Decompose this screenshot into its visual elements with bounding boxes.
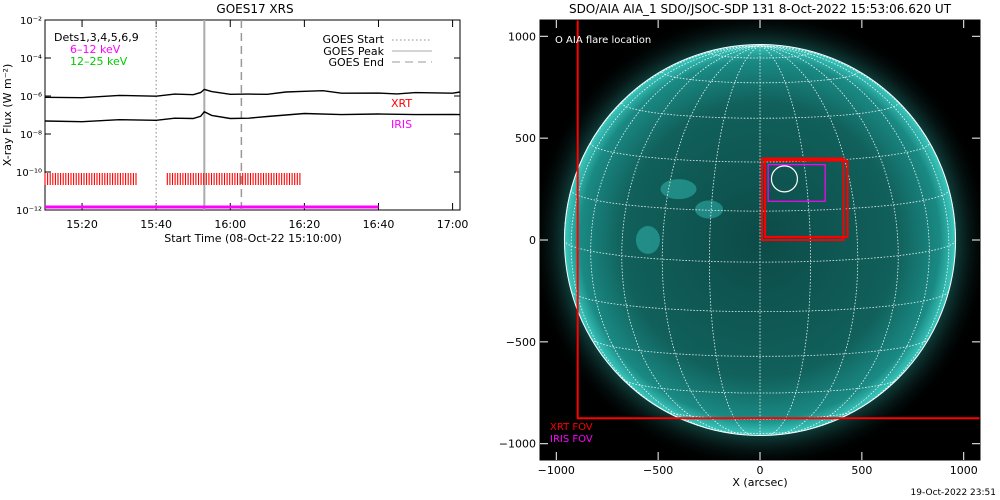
goes-x-tick-label: 17:00	[437, 218, 469, 231]
goes-xrs-panel: GOES17 XRS 10⁻¹² 10⁻¹⁰ 10⁻⁸ 10⁻⁶ 10⁻⁴ 10⁻² 15…	[1, 2, 468, 245]
aia-flare-legend: O AIA flare location	[555, 35, 651, 46]
aia-x-tick-label: −1000	[538, 464, 575, 477]
goes-y-tick-label: 10⁻¹⁰	[16, 168, 42, 179]
grid-line	[714, 429, 806, 434]
grid-line	[661, 71, 859, 84]
xrt-fov-label: XRT FOV	[550, 422, 593, 433]
goes-end-legend-label: GOES End	[328, 56, 384, 69]
fov-boxes	[576, 20, 980, 420]
grid-line	[759, 45, 899, 434]
grid-line	[564, 239, 956, 263]
goes-x-tick-label: 16:00	[214, 218, 246, 231]
grid-line	[570, 45, 761, 421]
goes-x-tick-label: 15:40	[140, 218, 172, 231]
solar-lat-lon-grid	[563, 43, 957, 437]
goes-xrt-label: XRT	[391, 97, 412, 110]
goes-y-tick-label: 10⁻⁴	[20, 54, 42, 65]
aia-y-tick-label: −500	[506, 336, 536, 349]
grid-line	[621, 45, 761, 434]
active-region-blob	[660, 179, 697, 200]
band-low-label: 6–12 keV	[70, 43, 121, 56]
xrt-observation-ticks	[44, 173, 301, 185]
goes-x-axis-ticks: 15:20 15:40 16:00 16:20 16:40 17:00	[66, 20, 468, 231]
goes-x-tick-label: 15:20	[66, 218, 98, 231]
xrt-fov-box	[761, 157, 845, 242]
goes-x-tick-label: 16:20	[289, 218, 321, 231]
goes-title: GOES17 XRS	[216, 2, 293, 16]
goes-x-tick-label: 16:40	[363, 218, 395, 231]
aia-image-panel: SDO/AIA AIA_1 SDO/JSOC-SDP 131 8-Oct-202…	[499, 2, 981, 489]
iris-fov-box	[767, 164, 826, 202]
goes-y-tick-label: 10⁻⁸	[20, 130, 42, 141]
grid-line	[571, 291, 949, 313]
goes-iris-label: IRIS	[391, 118, 412, 131]
aia-title: SDO/AIA AIA_1 SDO/JSOC-SDP 131 8-Oct-202…	[569, 2, 952, 16]
active-region-blob	[695, 200, 724, 219]
active-region-blob	[635, 226, 660, 254]
aia-x-tick-label: 500	[851, 464, 872, 477]
goes-start-legend-label: GOES Start	[323, 33, 385, 46]
aia-x-tick-label: 0	[757, 464, 764, 477]
goes-y-tick-label: 10⁻¹²	[16, 206, 42, 217]
goes-y-axis-ticks: 10⁻¹² 10⁻¹⁰ 10⁻⁸ 10⁻⁶ 10⁻⁴ 10⁻²	[16, 16, 460, 217]
goes-peak-legend-label: GOES Peak	[323, 45, 384, 58]
aia-x-axis-label: X (arcsec)	[732, 476, 787, 489]
goes-y-tick-label: 10⁻⁶	[20, 92, 42, 103]
aia-y-tick-label: 1000	[508, 30, 536, 43]
aia-y-axis-ticks: −1000 −500 0 500 1000	[499, 30, 980, 451]
xrt-fov-box	[764, 159, 849, 238]
detectors-label: Dets1,3,4,5,6,9	[54, 31, 139, 44]
goes-flux-long-channel-line	[44, 88, 461, 99]
footer-timestamp: 19-Oct-2022 23:51	[911, 488, 996, 498]
goes-plot-frame	[44, 19, 461, 211]
grid-line	[623, 379, 897, 394]
aia-x-axis-ticks: −1000 −500 0 500 1000	[538, 20, 978, 477]
goes-flux-short-channel-line	[44, 110, 461, 123]
active-region-blobs	[635, 179, 724, 254]
goes-y-axis-label: X-ray Flux (W m⁻²)	[1, 64, 14, 166]
aia-flare-location-marker	[770, 165, 799, 193]
aia-x-tick-label: 1000	[950, 464, 978, 477]
aia-y-tick-label: −1000	[499, 438, 536, 451]
grid-line	[621, 102, 899, 119]
xrt-fov-box	[576, 20, 980, 420]
aia-y-tick-label: 500	[515, 132, 536, 145]
goes-y-tick-label: 10⁻²	[20, 16, 42, 27]
grid-line	[759, 45, 950, 421]
solar-limb	[563, 43, 957, 437]
band-high-label: 12–25 keV	[70, 55, 128, 68]
goes-x-axis-label: Start Time (08-Oct-22 15:10:00)	[164, 232, 342, 245]
grid-line	[709, 52, 811, 59]
grid-line	[664, 410, 856, 420]
grid-line	[570, 189, 950, 212]
grid-line	[591, 338, 929, 357]
aia-x-tick-label: −500	[643, 464, 673, 477]
iris-fov-label: IRIS FOV	[550, 434, 593, 445]
aia-y-tick-label: 0	[529, 234, 536, 247]
